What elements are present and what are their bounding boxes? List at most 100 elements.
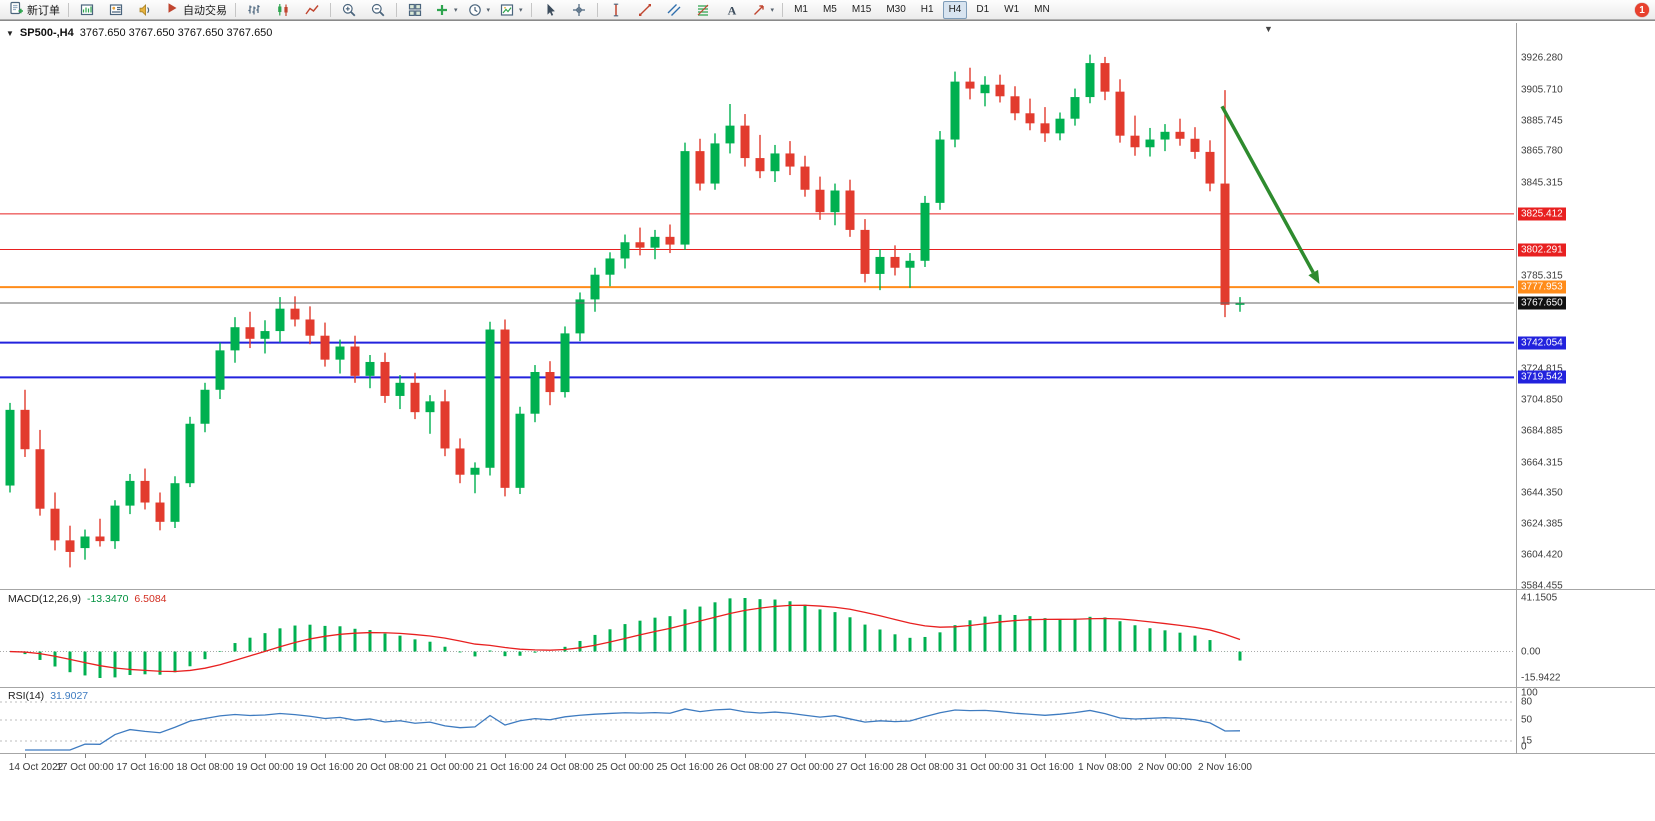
price-axis-label: 3785.315 (1521, 270, 1563, 282)
time-axis-tick (385, 754, 386, 758)
market-watch-button[interactable] (102, 0, 130, 20)
macd-name: MACD(12,26,9) (8, 593, 81, 605)
macd-axis-label: -15.9422 (1521, 672, 1561, 684)
chart-window-button[interactable] (73, 0, 101, 20)
price-axis-label: 3664.315 (1521, 457, 1563, 469)
tile-windows-button[interactable] (401, 0, 429, 20)
resistance-line-2-tag: 3802.291 (1518, 243, 1566, 257)
macd-panel[interactable] (0, 590, 1516, 686)
time-axis-tick (85, 754, 86, 758)
timeframe-M5-button[interactable]: M5 (822, 4, 837, 15)
rsi-axis-label: 80 (1521, 696, 1533, 708)
new-order-button[interactable]: 新订单 (4, 0, 64, 20)
window-buttons-group (73, 0, 159, 20)
vline-icon (613, 3, 618, 16)
macd-label: MACD(12,26,9) -13.3470 6.5084 (8, 593, 167, 605)
macd-signal-line (9, 604, 1241, 673)
macd-axis-label: 41.1505 (1521, 592, 1558, 604)
template-icon (500, 3, 514, 16)
play-icon (168, 3, 177, 13)
trendline-icon (638, 3, 651, 16)
time-axis-label: 2 Nov 00:00 (1138, 762, 1192, 773)
candlestick-mode-button[interactable] (269, 0, 297, 20)
indicators-button[interactable]: ▾ (430, 0, 462, 20)
trendline-tool-button[interactable] (631, 0, 659, 20)
current-price-tag: 3767.650 (1518, 296, 1566, 310)
fib-icon (697, 4, 708, 16)
rsi-name: RSI(14) (8, 690, 45, 702)
time-axis-label: 19 Oct 16:00 (296, 762, 354, 773)
notifications-badge[interactable]: 1 (1635, 3, 1649, 17)
time-axis-tick (145, 754, 146, 758)
alerts-button[interactable] (131, 0, 159, 20)
dropdown-caret-icon[interactable]: ▾ (770, 6, 775, 14)
time-axis-label: 25 Oct 16:00 (656, 762, 714, 773)
dropdown-caret-icon[interactable]: ▾ (486, 6, 491, 14)
toolbar: 新订单 自动交易 ▾ ▾ ▾ A ▾ M1 M5 M15 M30 H1 H4 D1 W1 MN 1 (0, 0, 1655, 20)
time-axis-label: 27 Oct 16:00 (836, 762, 894, 773)
rsi-panel[interactable] (0, 688, 1516, 752)
timeframe-M1-button[interactable]: M1 (794, 4, 808, 15)
time-axis-tick (805, 754, 806, 758)
time-axis-tick (745, 754, 746, 758)
toolbar-separator (596, 2, 598, 17)
bars-icon (248, 4, 260, 14)
cursor-icon (547, 3, 555, 16)
arrow-object[interactable] (1220, 105, 1315, 274)
price-axis-label: 3845.315 (1521, 177, 1563, 189)
line-chart-mode-button[interactable] (298, 0, 326, 20)
arrow-object-head[interactable] (1308, 269, 1320, 284)
bar-chart-mode-button[interactable] (240, 0, 268, 20)
price-axis-label: 3704.850 (1521, 394, 1563, 406)
fibonacci-tool-button[interactable] (689, 0, 717, 20)
timeframe-D1-button[interactable]: D1 (976, 4, 990, 15)
channel-tool-button[interactable] (660, 0, 688, 20)
zoom-in-button[interactable] (335, 0, 363, 20)
price-chart-plot[interactable] (0, 23, 1516, 589)
cursor-tool-button[interactable] (536, 0, 564, 20)
chart-shift-marker-icon[interactable]: ▼ (1264, 24, 1273, 34)
tool-buttons-group: ▾ ▾ ▾ A ▾ (240, 0, 786, 20)
time-axis-tick (325, 754, 326, 758)
toolbar-separator (330, 2, 331, 17)
timeframe-H4-button[interactable]: H4 (942, 0, 968, 19)
crosshair-tool-button[interactable] (565, 0, 593, 20)
auto-trading-button[interactable]: 自动交易 (160, 0, 231, 20)
timeframe-M30-button[interactable]: M30 (886, 4, 906, 15)
new-order-icon (10, 1, 23, 15)
time-axis-tick (865, 754, 866, 758)
timeframe-M15-button[interactable]: M15 (851, 4, 872, 15)
time-axis-tick (505, 754, 506, 758)
time-axis-tick (265, 754, 266, 758)
time-axis-tick (1045, 754, 1046, 758)
indicators-icon (437, 4, 447, 15)
time-axis-label: 18 Oct 08:00 (176, 762, 234, 773)
price-axis-label: 3724.815 (1521, 363, 1563, 375)
templates-button[interactable]: ▾ (495, 0, 527, 20)
support-line-1-tag: 3742.054 (1518, 336, 1566, 350)
timeframe-MN-button[interactable]: MN (1034, 4, 1050, 15)
periods-button[interactable]: ▾ (463, 0, 495, 20)
dropdown-caret-icon[interactable]: ▾ (454, 6, 458, 14)
dropdown-caret-icon[interactable]: ▾ (519, 6, 523, 14)
chart-menu-arrow-icon[interactable]: ▼ (6, 28, 14, 38)
time-axis-label: 25 Oct 00:00 (596, 762, 654, 773)
timeframe-W1-button[interactable]: W1 (1004, 4, 1020, 15)
text-tool-button[interactable]: A (718, 0, 746, 20)
time-axis-label: 19 Oct 00:00 (236, 762, 294, 773)
zoom-out-button[interactable] (364, 0, 392, 20)
time-axis-label: 28 Oct 08:00 (896, 762, 954, 773)
time-axis-label: 31 Oct 16:00 (1016, 762, 1074, 773)
time-axis-label: 21 Oct 16:00 (476, 762, 534, 773)
rsi-panel-separator[interactable] (0, 687, 1655, 688)
chart-window-icon (80, 3, 94, 15)
vertical-line-tool-button[interactable] (602, 0, 630, 20)
sound-icon (139, 3, 150, 16)
time-axis-separator (0, 753, 1655, 754)
price-axis-label: 3865.780 (1521, 145, 1563, 157)
price-axis-label: 3885.745 (1521, 115, 1563, 127)
macd-panel-separator[interactable] (0, 589, 1655, 590)
timeframe-H1-button[interactable]: H1 (920, 4, 934, 15)
arrows-tool-button[interactable]: ▾ (747, 0, 779, 20)
rsi-value: 31.9027 (50, 690, 89, 702)
